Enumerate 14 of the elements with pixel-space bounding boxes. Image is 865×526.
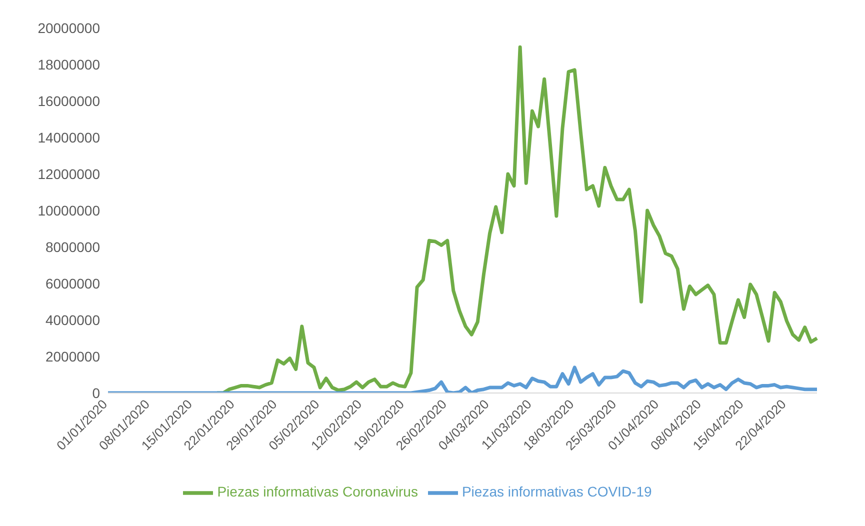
y-tick-label: 4000000	[45, 312, 100, 328]
y-tick-label: 0	[92, 384, 100, 401]
legend-label: Piezas informativas COVID-19	[462, 484, 652, 500]
line-series	[106, 366, 819, 393]
y-tick-label: 2000000	[45, 348, 100, 364]
y-tick-label: 12000000	[38, 166, 100, 182]
y-tick-label: 16000000	[38, 92, 100, 109]
y-tick-label: 20000000	[38, 20, 100, 36]
y-tick-label: 6000000	[45, 275, 100, 292]
y-tick-label: 14000000	[38, 129, 100, 146]
y-tick-label: 18000000	[38, 56, 100, 72]
y-tick-label: 8000000	[45, 238, 100, 255]
y-tick-label: 10000000	[38, 202, 100, 218]
legend-label: Piezas informativas Coronavirus	[217, 484, 418, 500]
